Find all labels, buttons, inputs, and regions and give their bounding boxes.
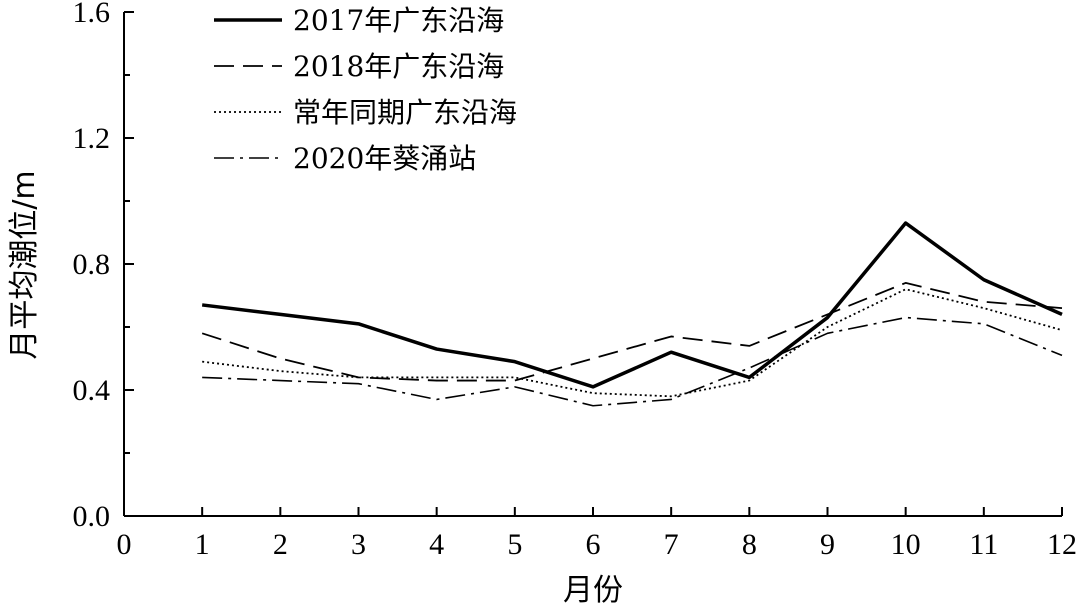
series-line-3 — [202, 288, 1063, 398]
series-layer — [201, 221, 1063, 407]
y-axis-title: 月平均潮位/m — [7, 170, 42, 359]
x-tick-label: 12 — [1047, 528, 1077, 561]
x-tick-label: 10 — [891, 528, 921, 561]
x-tick-label: 6 — [586, 528, 601, 561]
legend-label-1: 2017年广东沿海 — [293, 4, 504, 37]
x-tick-label: 5 — [507, 528, 522, 561]
x-tick-label: 1 — [195, 528, 210, 561]
x-tick-label: 11 — [969, 528, 998, 561]
x-tick-label: 8 — [742, 528, 757, 561]
x-tick-label: 2 — [273, 528, 288, 561]
x-tick-label: 3 — [351, 528, 366, 561]
series-line-2 — [201, 281, 1063, 382]
x-axis-title: 月份 — [563, 573, 623, 608]
y-tick-label: 0.4 — [73, 374, 111, 407]
axes: 0 1 2 3 4 5 6 7 8 9 10 11 120.00.40.81.21.6 — [73, 0, 1078, 561]
x-tick-label: 9 — [820, 528, 835, 561]
series-line-1 — [201, 221, 1063, 389]
x-tick-label: 0 — [117, 528, 132, 561]
y-tick-label: 1.6 — [73, 0, 111, 29]
x-tick-label: 4 — [429, 528, 444, 561]
y-tick-label: 0.0 — [73, 500, 111, 533]
legend-label-2: 2018年广东沿海 — [293, 50, 504, 83]
y-tick-label: 1.2 — [73, 122, 111, 155]
legend-label-4: 2020年葵涌站 — [293, 142, 476, 175]
series-line-4 — [202, 316, 1063, 407]
x-tick-label: 7 — [664, 528, 679, 561]
legend-label-3: 常年同期广东沿海 — [293, 96, 517, 129]
y-tick-label: 0.8 — [73, 248, 111, 281]
